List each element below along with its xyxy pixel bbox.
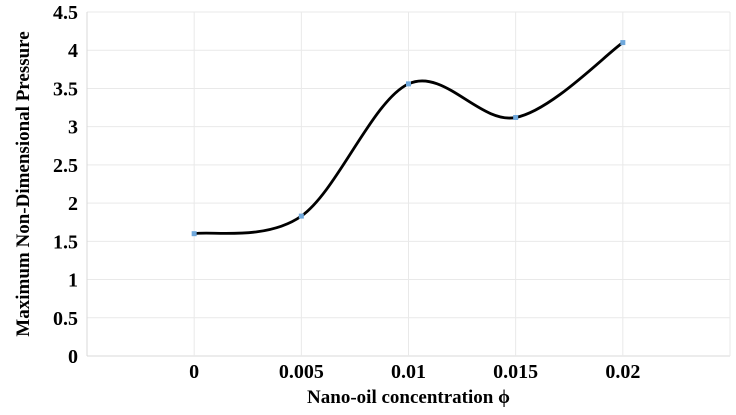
x-tick-label: 0.02 — [605, 361, 640, 383]
y-tick-label: 2.5 — [53, 155, 78, 177]
x-axis-title: Nano-oil concentration ϕ — [307, 387, 510, 408]
data-point-marker — [191, 231, 197, 237]
data-point-marker — [620, 40, 626, 46]
y-tick-label: 3 — [68, 117, 78, 139]
x-tick-label: 0.01 — [391, 361, 426, 383]
data-point-marker — [298, 213, 304, 219]
data-point-marker — [513, 114, 519, 120]
y-tick-label: 1 — [68, 270, 78, 292]
y-tick-label: 4 — [68, 40, 78, 62]
y-axis-title: Maximum Non-Dimensional Pressure — [13, 31, 34, 337]
y-tick-label: 2 — [68, 193, 78, 215]
x-tick-label: 0 — [189, 361, 199, 383]
y-tick-label: 0 — [68, 346, 78, 368]
y-tick-label: 4.5 — [53, 2, 78, 24]
y-tick-label: 0.5 — [53, 308, 78, 330]
x-tick-label: 0.015 — [493, 361, 538, 383]
x-tick-label: 0.005 — [279, 361, 324, 383]
y-tick-label: 3.5 — [53, 78, 78, 100]
data-point-marker — [406, 81, 411, 87]
y-tick-label: 1.5 — [53, 231, 78, 253]
